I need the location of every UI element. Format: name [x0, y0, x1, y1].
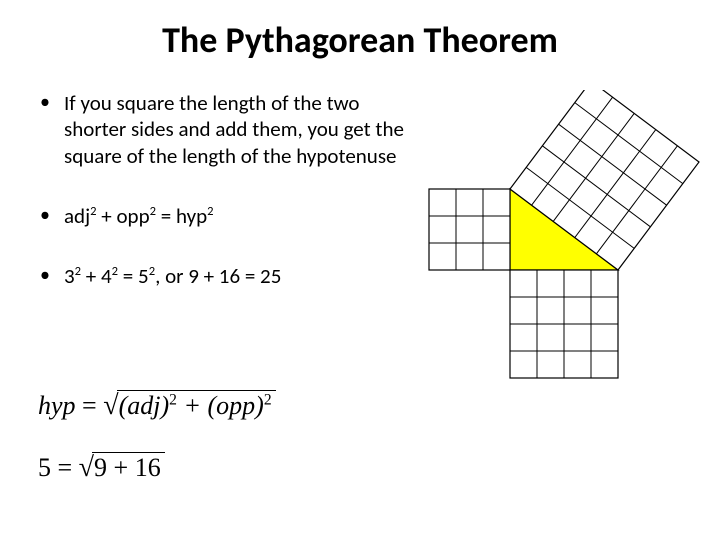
- bullet-dot: •: [40, 203, 64, 229]
- term-opp: opp: [116, 203, 149, 229]
- bullet-list: • If you square the length of the two sh…: [40, 90, 410, 323]
- val-a: 3: [64, 263, 75, 289]
- formula-block: hyp = √(adj)2 + (opp)2 5 = √9 + 16: [38, 390, 276, 484]
- pythagoras-diagram: [420, 90, 720, 390]
- bullet-1: • If you square the length of the two sh…: [40, 90, 410, 169]
- bullet-3: • 32 + 42 = 52, or 9 + 16 = 25: [40, 263, 410, 289]
- formula-numeric: 5 = √9 + 16: [38, 452, 276, 484]
- bullet-2-text: adj2 + opp2 = hyp2: [64, 203, 410, 229]
- bullet-2: • adj2 + opp2 = hyp2: [40, 203, 410, 229]
- f1-lhs: hyp: [38, 391, 76, 420]
- page-title: The Pythagorean Theorem: [0, 0, 720, 62]
- bullet-1-text: If you square the length of the two shor…: [64, 90, 410, 169]
- term-adj: adj: [64, 203, 90, 229]
- bullet-dot: •: [40, 263, 64, 289]
- bullet-3-rhs: , or 9 + 16 = 25: [155, 263, 281, 289]
- term-hyp: hyp: [176, 203, 207, 229]
- bullet-dot: •: [40, 90, 64, 169]
- val-c: 5: [138, 263, 149, 289]
- f2-lhs: 5: [38, 453, 51, 482]
- val-b: 4: [101, 263, 112, 289]
- formula-hyp: hyp = √(adj)2 + (opp)2: [38, 390, 276, 422]
- bullet-3-text: 32 + 42 = 52, or 9 + 16 = 25: [64, 263, 410, 289]
